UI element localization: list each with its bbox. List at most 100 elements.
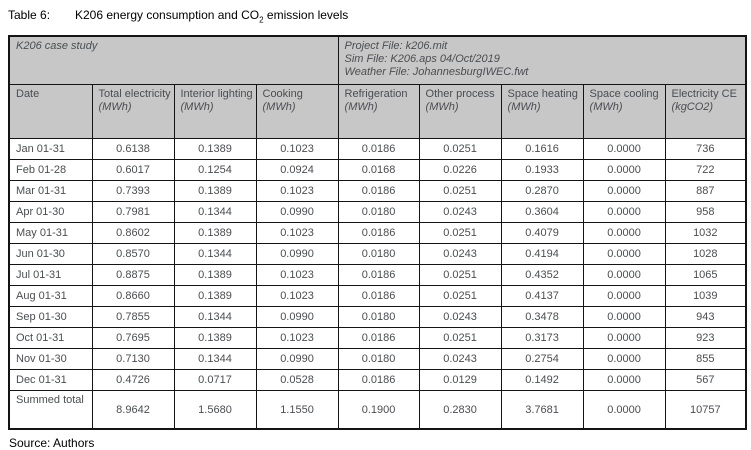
file-info-cell: Project File: k206.mit Sim File: K206.aps… (337, 35, 747, 86)
value-cell: 0.1023 (255, 138, 339, 161)
total-value-cell: 1.1550 (255, 390, 339, 430)
date-cell: Jan 01-31 (8, 138, 93, 161)
value-cell: 855 (664, 348, 747, 371)
value-cell: 0.1344 (173, 306, 257, 329)
total-value-cell: 0.1900 (337, 390, 420, 430)
value-cell: 0.0000 (582, 243, 666, 266)
value-cell: 0.0990 (255, 201, 339, 224)
value-cell: 1032 (664, 222, 747, 245)
value-cell: 1065 (664, 264, 747, 287)
value-cell: 0.0990 (255, 348, 339, 371)
column-header-cooking: Cooking (MWh) (255, 84, 339, 140)
value-cell: 0.1254 (173, 159, 257, 182)
value-cell: 0.8875 (91, 264, 175, 287)
table-row: Jan 01-31 0.6138 0.1389 0.1023 0.0186 0.0251 0… (8, 138, 747, 161)
total-label-cell: Summed total (8, 390, 93, 430)
value-cell: 0.0000 (582, 348, 666, 371)
file-info-row: K206 case study Project File: k206.mit Sim… (8, 35, 747, 86)
value-cell: 0.0168 (337, 159, 420, 182)
value-cell: 0.7981 (91, 201, 175, 224)
date-cell: May 01-31 (8, 222, 93, 245)
value-cell: 0.8660 (91, 285, 175, 308)
date-cell: Aug 01-31 (8, 285, 93, 308)
value-cell: 0.0251 (418, 222, 502, 245)
column-header-label: Space cooling (589, 88, 659, 101)
table-caption: Table 6: K206 energy consumption and CO2 … (8, 8, 744, 24)
table-caption-label: Table 6: (8, 8, 51, 22)
column-header-space-cooling: Space cooling (MWh) (582, 84, 666, 140)
value-cell: 0.0000 (582, 138, 666, 161)
column-header-unit: (MWh) (344, 101, 378, 114)
value-cell: 0.0000 (582, 264, 666, 287)
table-row: Oct 01-31 0.7695 0.1389 0.1023 0.0186 0.0251 0… (8, 327, 747, 350)
value-cell: 1039 (664, 285, 747, 308)
value-cell: 0.0924 (255, 159, 339, 182)
column-header-label: Interior lighting (180, 88, 253, 101)
value-cell: 0.1389 (173, 180, 257, 203)
column-header-unit: (kgCO2) (671, 101, 714, 114)
table-row: Apr 01-30 0.7981 0.1344 0.0990 0.0180 0.0243 0… (8, 201, 747, 224)
column-header-other-process: Other process (MWh) (418, 84, 502, 140)
value-cell: 0.4079 (500, 222, 584, 245)
value-cell: 0.0251 (418, 285, 502, 308)
value-cell: 0.0000 (582, 222, 666, 245)
value-cell: 0.1023 (255, 327, 339, 350)
total-value-cell: 10757 (664, 390, 747, 430)
value-cell: 0.8570 (91, 243, 175, 266)
table-row: Aug 01-31 0.8660 0.1389 0.1023 0.0186 0.0251 0… (8, 285, 747, 308)
value-cell: 0.0990 (255, 306, 339, 329)
value-cell: 0.4194 (500, 243, 584, 266)
column-header-label: Cooking (262, 88, 303, 101)
total-value-cell: 0.2830 (418, 390, 502, 430)
value-cell: 0.1492 (500, 369, 584, 392)
value-cell: 0.7393 (91, 180, 175, 203)
value-cell: 0.0717 (173, 369, 257, 392)
date-cell: Feb 01-28 (8, 159, 93, 182)
value-cell: 0.0251 (418, 180, 502, 203)
column-header-unit: (MWh) (507, 101, 541, 114)
total-value-cell: 3.7681 (500, 390, 584, 430)
value-cell: 0.0000 (582, 180, 666, 203)
total-value-cell: 8.9642 (91, 390, 175, 430)
date-cell: Oct 01-31 (8, 327, 93, 350)
value-cell: 0.8602 (91, 222, 175, 245)
value-cell: 0.0000 (582, 327, 666, 350)
column-header-electricity-ce: Electricity CE (kgCO2) (664, 84, 747, 140)
column-header-date: Date (8, 84, 93, 140)
total-row: Summed total 8.9642 1.5680 1.1550 0.1900 0.28… (8, 390, 747, 430)
total-value-cell: 0.0000 (582, 390, 666, 430)
value-cell: 0.1389 (173, 327, 257, 350)
value-cell: 0.2754 (500, 348, 584, 371)
value-cell: 0.0180 (337, 306, 420, 329)
column-header-unit: (MWh) (98, 101, 132, 114)
date-cell: Nov 01-30 (8, 348, 93, 371)
value-cell: 0.6138 (91, 138, 175, 161)
column-header-unit: (MWh) (180, 101, 214, 114)
value-cell: 0.1344 (173, 243, 257, 266)
value-cell: 0.3173 (500, 327, 584, 350)
value-cell: 0.0186 (337, 222, 420, 245)
column-header-label: Electricity CE (671, 88, 737, 101)
value-cell: 0.0180 (337, 243, 420, 266)
value-cell: 0.1389 (173, 285, 257, 308)
value-cell: 0.1389 (173, 138, 257, 161)
table-row: Jul 01-31 0.8875 0.1389 0.1023 0.0186 0.0251 0… (8, 264, 747, 287)
date-cell: Sep 01-30 (8, 306, 93, 329)
value-cell: 0.1023 (255, 285, 339, 308)
value-cell: 0.7695 (91, 327, 175, 350)
column-header-label: Other process (425, 88, 495, 101)
value-cell: 567 (664, 369, 747, 392)
value-cell: 0.0226 (418, 159, 502, 182)
value-cell: 0.0000 (582, 369, 666, 392)
column-header-label: Space heating (507, 88, 578, 101)
value-cell: 0.1344 (173, 348, 257, 371)
date-cell: Mar 01-31 (8, 180, 93, 203)
value-cell: 0.3604 (500, 201, 584, 224)
value-cell: 0.0990 (255, 243, 339, 266)
value-cell: 0.0251 (418, 138, 502, 161)
column-header-interior-lighting: Interior lighting (MWh) (173, 84, 257, 140)
value-cell: 943 (664, 306, 747, 329)
file-info-line: Project File: k206.mit (344, 40, 448, 53)
value-cell: 0.1933 (500, 159, 584, 182)
